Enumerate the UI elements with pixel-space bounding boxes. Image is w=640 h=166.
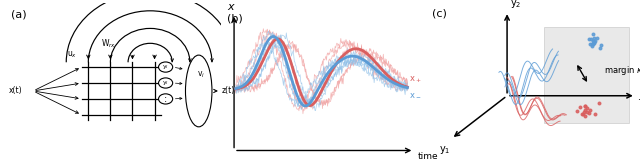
- Text: u$_x$: u$_x$: [67, 49, 77, 60]
- Point: [579, 110, 589, 113]
- Point: [584, 37, 595, 40]
- Point: [592, 37, 602, 39]
- Point: [596, 44, 606, 47]
- Point: [588, 42, 598, 45]
- Point: [580, 115, 590, 117]
- Point: [572, 109, 582, 112]
- Text: T time: T time: [638, 99, 640, 108]
- Point: [589, 41, 600, 44]
- Text: x(t): x(t): [9, 86, 22, 95]
- Point: [578, 112, 588, 115]
- Point: [589, 36, 599, 39]
- Point: [577, 112, 587, 115]
- Point: [579, 104, 589, 107]
- Text: x$_+$: x$_+$: [409, 74, 422, 85]
- Point: [588, 40, 598, 42]
- Point: [589, 41, 599, 44]
- Text: y$_1$: y$_1$: [439, 144, 451, 156]
- Text: z(t): z(t): [222, 86, 235, 95]
- Text: (c): (c): [432, 8, 447, 18]
- Text: y$_i$: y$_i$: [162, 63, 169, 71]
- Point: [582, 110, 593, 113]
- Text: time: time: [418, 152, 438, 161]
- Circle shape: [159, 94, 173, 104]
- Point: [584, 112, 594, 114]
- Text: W$_{rx}$: W$_{rx}$: [100, 37, 116, 49]
- Point: [580, 109, 591, 111]
- Text: y$_i$: y$_i$: [162, 79, 169, 87]
- Text: (a): (a): [11, 10, 27, 20]
- Circle shape: [159, 62, 173, 72]
- Text: (b): (b): [227, 14, 243, 24]
- Point: [587, 43, 597, 46]
- Text: margin $\kappa$: margin $\kappa$: [604, 64, 640, 77]
- Point: [595, 101, 605, 104]
- Text: y$_2$: y$_2$: [510, 0, 522, 10]
- Text: :: :: [164, 94, 167, 104]
- Text: x$_-$: x$_-$: [409, 90, 422, 99]
- Point: [590, 113, 600, 115]
- Circle shape: [159, 78, 173, 88]
- Text: v$_i$: v$_i$: [196, 70, 205, 80]
- Point: [588, 45, 598, 47]
- Polygon shape: [543, 27, 629, 123]
- Point: [582, 106, 592, 109]
- Point: [575, 106, 585, 109]
- Point: [595, 47, 605, 50]
- Text: x: x: [227, 2, 234, 12]
- Point: [588, 33, 598, 36]
- Point: [584, 109, 595, 111]
- Point: [586, 37, 596, 40]
- Point: [585, 42, 595, 45]
- Point: [589, 39, 600, 42]
- Point: [579, 105, 589, 107]
